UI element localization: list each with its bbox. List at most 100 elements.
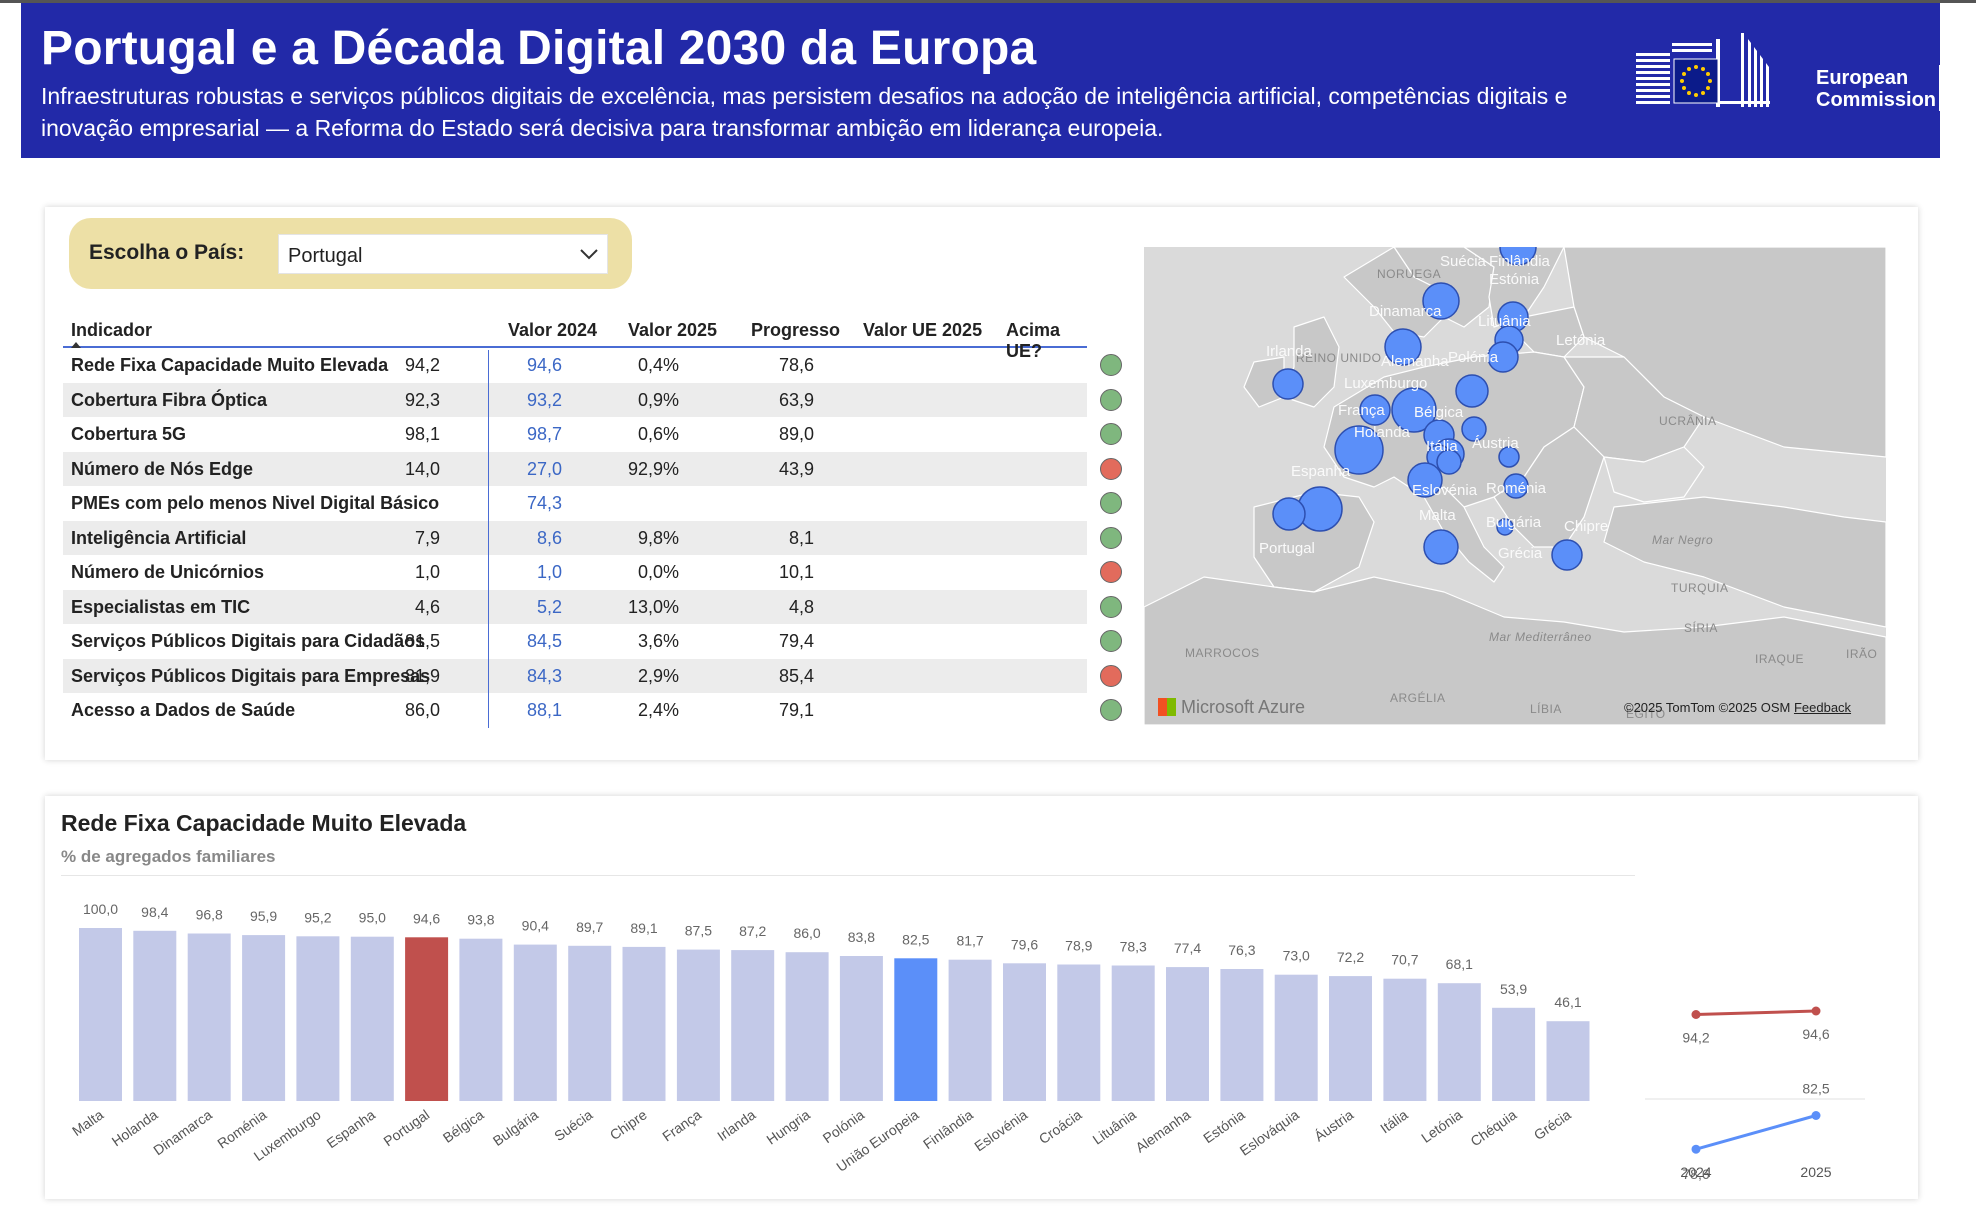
country-bubble[interactable] xyxy=(1391,387,1437,433)
col-header-valor-ue-2025[interactable]: Valor UE 2025 xyxy=(863,320,983,340)
country-bubble[interactable] xyxy=(1455,374,1489,408)
country-bar-chart: 100,0Malta98,4Holanda96,8Dinamarca95,9Ro… xyxy=(69,901,1590,1175)
map-country-label: Alemanha xyxy=(1381,353,1449,370)
value-2024-cell: 98,1 xyxy=(404,424,440,444)
eu-value-cell: 10,1 xyxy=(778,562,814,582)
country-bubble[interactable] xyxy=(1487,341,1519,373)
x-tick-label: Polónia xyxy=(820,1106,868,1146)
table-row[interactable]: Número de Unicórnios 1,0 1,0 0,0% 10,1 xyxy=(63,555,1122,590)
indicator-cell: Cobertura 5G xyxy=(71,424,187,444)
country-bubble[interactable] xyxy=(1334,425,1384,475)
table-row[interactable]: Acesso a Dados de Saúde 86,0 88,1 2,4% 79,1 xyxy=(63,693,1122,728)
bar-itália[interactable] xyxy=(1383,978,1427,1101)
col-header-indicador[interactable]: Indicador xyxy=(71,320,153,340)
bar-croácia[interactable] xyxy=(1057,964,1101,1102)
eu-value-cell: 79,1 xyxy=(778,700,814,720)
bar-hungria[interactable] xyxy=(785,952,829,1101)
window-top-border xyxy=(0,0,1976,3)
bar-portugal[interactable] xyxy=(405,937,449,1101)
x-tick-label: Eslováquia xyxy=(1237,1106,1302,1159)
slope-point[interactable] xyxy=(1811,1111,1821,1120)
bar-frança[interactable] xyxy=(676,949,720,1101)
col-header-valor-2025[interactable]: Valor 2025 xyxy=(628,320,718,340)
bar-irlanda[interactable] xyxy=(731,950,775,1101)
country-bubble[interactable] xyxy=(1272,497,1306,531)
bar-estónia[interactable] xyxy=(1220,969,1264,1101)
value-2024-cell: 94,2 xyxy=(404,355,440,375)
bar-roménia[interactable] xyxy=(242,935,286,1101)
map-country-label: Áustria xyxy=(1472,435,1519,452)
bar-bélgica[interactable] xyxy=(459,938,503,1101)
map-country-label: França xyxy=(1338,402,1385,419)
country-bubble[interactable] xyxy=(1496,518,1514,536)
table-row[interactable]: Inteligência Artificial 7,9 8,6 9,8% 8,1 xyxy=(63,520,1122,555)
bar-dinamarca[interactable] xyxy=(187,933,231,1102)
table-row[interactable]: Cobertura Fibra Óptica 92,3 93,2 0,9% 63,9 xyxy=(63,382,1122,417)
table-row[interactable]: Serviços Públicos Digitais para Cidadãos… xyxy=(63,624,1122,659)
table-row[interactable]: Serviços Públicos Digitais para Empresas… xyxy=(63,658,1122,693)
trend-slope-chart: 94,2 94,6 78,6 82,5 2024 2025 xyxy=(1645,1006,1865,1182)
table-row[interactable]: Número de Nós Edge 14,0 27,0 92,9% 43,9 xyxy=(63,451,1122,486)
slope-point[interactable] xyxy=(1811,1006,1821,1016)
col-header-valor-2024[interactable]: Valor 2024 xyxy=(508,320,598,340)
bar-letónia[interactable] xyxy=(1437,983,1481,1101)
bar-chipre[interactable] xyxy=(622,946,666,1101)
europe-bubble-map[interactable]: NORUEGA REINO UNIDO UCRÂNIA Mar Negro TU… xyxy=(1144,247,1886,725)
bar-grécia[interactable] xyxy=(1546,1021,1590,1101)
country-bubble[interactable] xyxy=(1461,416,1487,442)
eu-value-cell: 79,4 xyxy=(778,631,814,651)
indicator-cell: Especialistas em TIC xyxy=(71,596,251,617)
col-header-acima-ue[interactable]: Acima UE? xyxy=(1006,320,1061,361)
country-bubble[interactable] xyxy=(1272,368,1304,400)
bar-eslovénia[interactable] xyxy=(1003,963,1046,1101)
table-row[interactable]: PMEs com pelo menos Nivel Digital Básico… xyxy=(63,486,1122,521)
page-subtitle: Infraestruturas robustas e serviços públ… xyxy=(41,83,1568,141)
progress-cell: 9,8% xyxy=(637,527,679,548)
country-bubble[interactable] xyxy=(1499,247,1537,266)
country-bubble[interactable] xyxy=(1422,282,1460,320)
country-bubble[interactable] xyxy=(1503,473,1529,499)
table-row[interactable]: Especialistas em TIC 4,6 5,2 13,0% 4,8 xyxy=(63,589,1122,624)
bar-chéquia[interactable] xyxy=(1492,1007,1536,1101)
bar-malta[interactable] xyxy=(79,928,122,1101)
bar-espanha[interactable] xyxy=(350,936,394,1101)
bar-lituânia[interactable] xyxy=(1111,965,1155,1102)
bar-eslováquia[interactable] xyxy=(1274,974,1318,1101)
country-dropdown[interactable]: Portugal xyxy=(278,234,608,274)
country-bubble[interactable] xyxy=(1359,394,1391,426)
country-bubble[interactable] xyxy=(1384,328,1422,366)
bar-suécia[interactable] xyxy=(568,945,612,1101)
table-row[interactable]: Cobertura 5G 98,1 98,7 0,6% 89,0 xyxy=(63,417,1122,452)
slope-point[interactable] xyxy=(1691,1144,1701,1154)
country-bubble[interactable] xyxy=(1423,529,1459,565)
bar-value-label: 86,0 xyxy=(793,925,820,941)
bar-holanda[interactable] xyxy=(133,930,177,1101)
bar-value-label: 87,5 xyxy=(685,923,712,939)
bar-value-label: 81,7 xyxy=(956,933,983,949)
progress-cell: 0,0% xyxy=(637,562,679,582)
progress-cell: 0,6% xyxy=(637,424,679,444)
bar-value-label: 89,7 xyxy=(576,919,603,935)
bar-alemanha[interactable] xyxy=(1166,967,1209,1101)
bar-polónia[interactable] xyxy=(839,956,883,1101)
value-2025-cell: 88,1 xyxy=(526,700,562,720)
slope-line[interactable] xyxy=(1695,1009,1817,1016)
country-bubble[interactable] xyxy=(1407,462,1443,498)
above-eu-green-icon xyxy=(1100,699,1122,721)
country-bubble[interactable] xyxy=(1498,446,1520,468)
country-bubble[interactable] xyxy=(1551,539,1583,571)
slope-line[interactable] xyxy=(1695,1114,1817,1151)
table-row[interactable]: Rede Fixa Capacidade Muito Elevada 94,2 94… xyxy=(63,348,1122,383)
bar-união-europeia[interactable] xyxy=(894,958,938,1101)
map-country-label: Malta xyxy=(1419,507,1456,524)
slope-point[interactable] xyxy=(1691,1010,1701,1019)
bar-finlândia[interactable] xyxy=(948,959,992,1101)
country-bubble[interactable] xyxy=(1436,449,1462,475)
map-label-iraque: IRAQUE xyxy=(1755,652,1805,666)
bar-bulgária[interactable] xyxy=(513,944,557,1101)
map-feedback-link[interactable]: Feedback xyxy=(1793,700,1852,715)
col-header-progresso[interactable]: Progresso xyxy=(751,320,841,340)
bar-luxemburgo[interactable] xyxy=(296,936,340,1101)
map-copyright-text: ©2025 TomTom ©2025 OSM xyxy=(1624,700,1791,715)
bar-áustria[interactable] xyxy=(1329,976,1372,1101)
